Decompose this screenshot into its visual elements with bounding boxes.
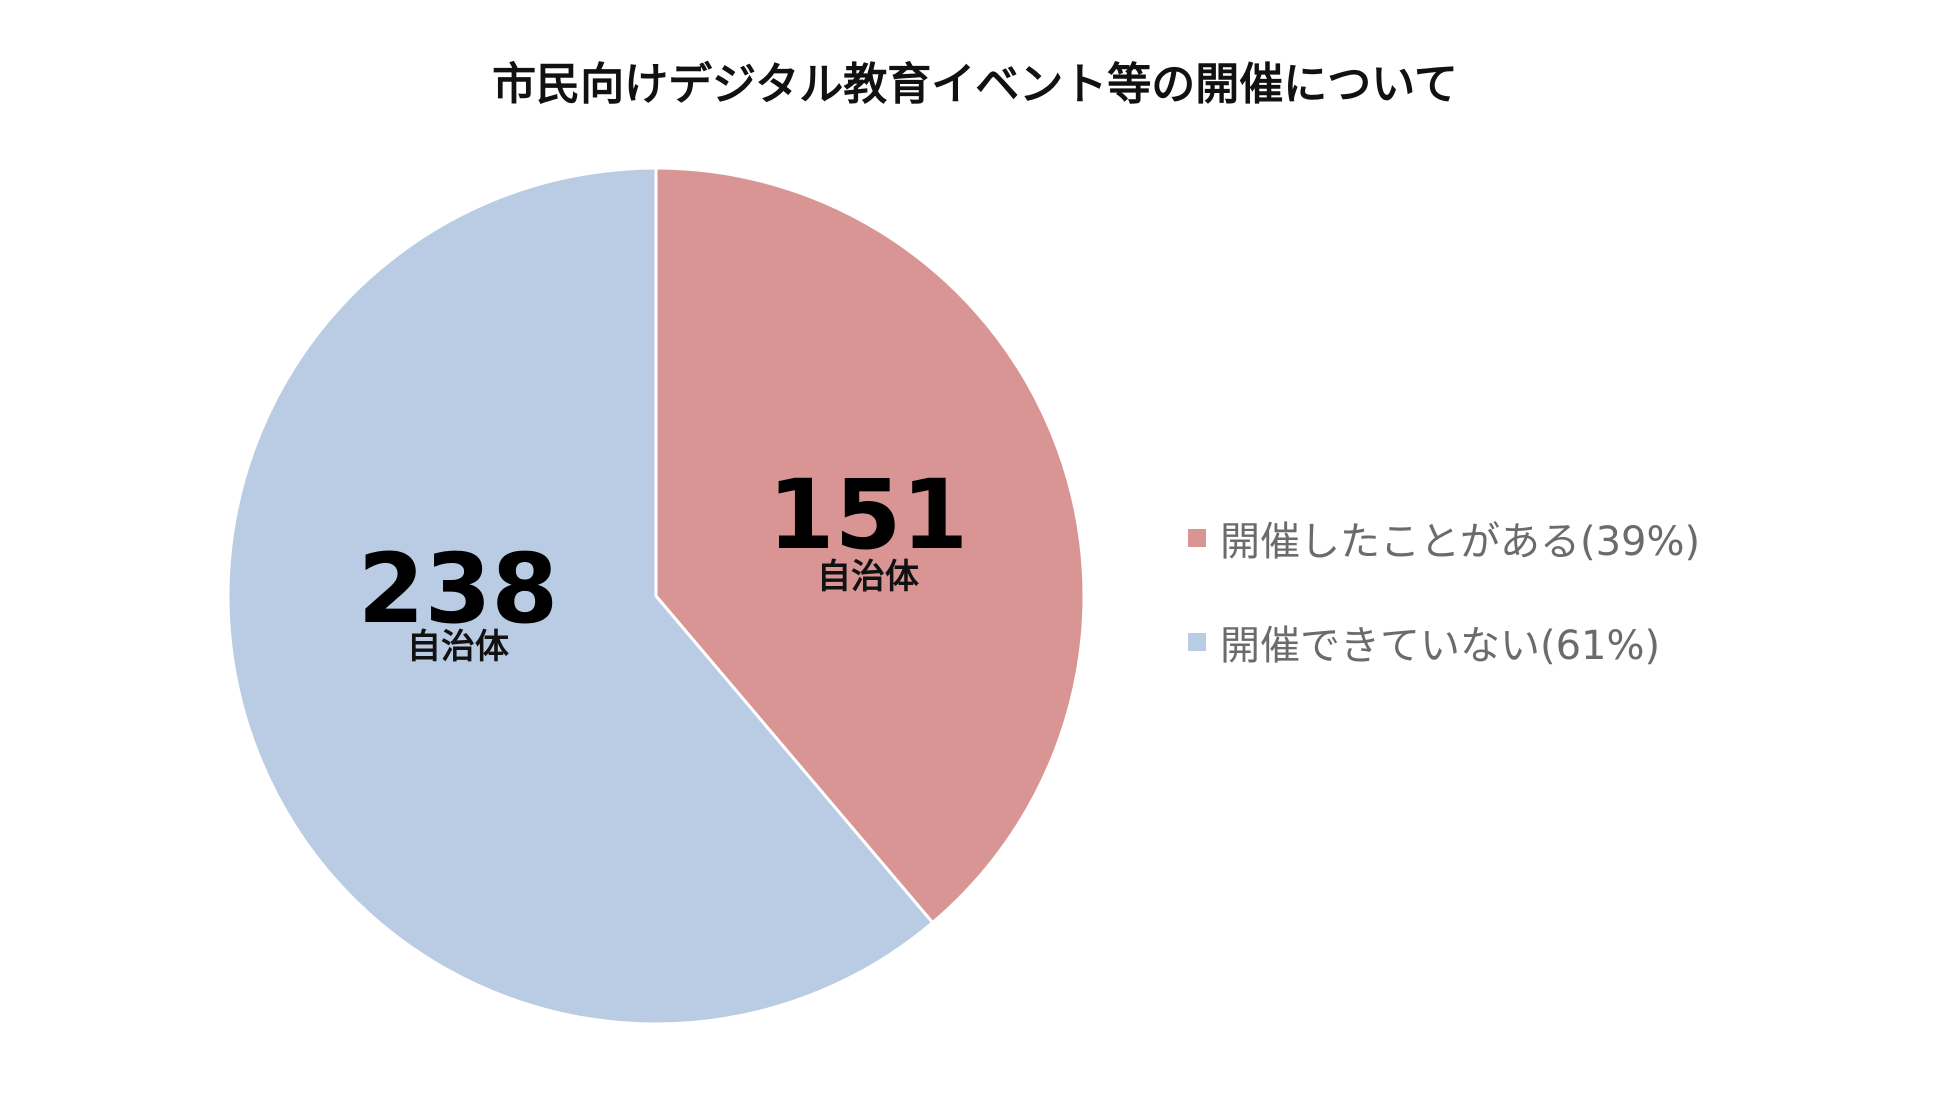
legend-label-not-held: 開催できていない(61%) [1220, 623, 1661, 669]
slice-unit-label-1: 自治体 [407, 627, 509, 667]
legend: 開催したことがある(39%) 開催できていない(61%) [1188, 486, 1700, 694]
legend-label-held: 開催したことがある(39%) [1220, 519, 1701, 565]
legend-item-not-held: 開催できていない(61%) [1188, 590, 1700, 694]
chart-title: 市民向けデジタル教育イベント等の開催について [492, 59, 1458, 110]
legend-swatch-not-held [1188, 633, 1206, 651]
slice-unit-label-0: 自治体 [817, 557, 919, 597]
legend-item-held: 開催したことがある(39%) [1188, 486, 1700, 590]
pie-slice-0 [654, 166, 1086, 925]
slice-value-label-0: 151 [768, 459, 968, 571]
slice-value-label-1: 238 [358, 533, 558, 645]
pie-slice-1 [226, 166, 935, 1026]
legend-swatch-held [1188, 529, 1206, 547]
